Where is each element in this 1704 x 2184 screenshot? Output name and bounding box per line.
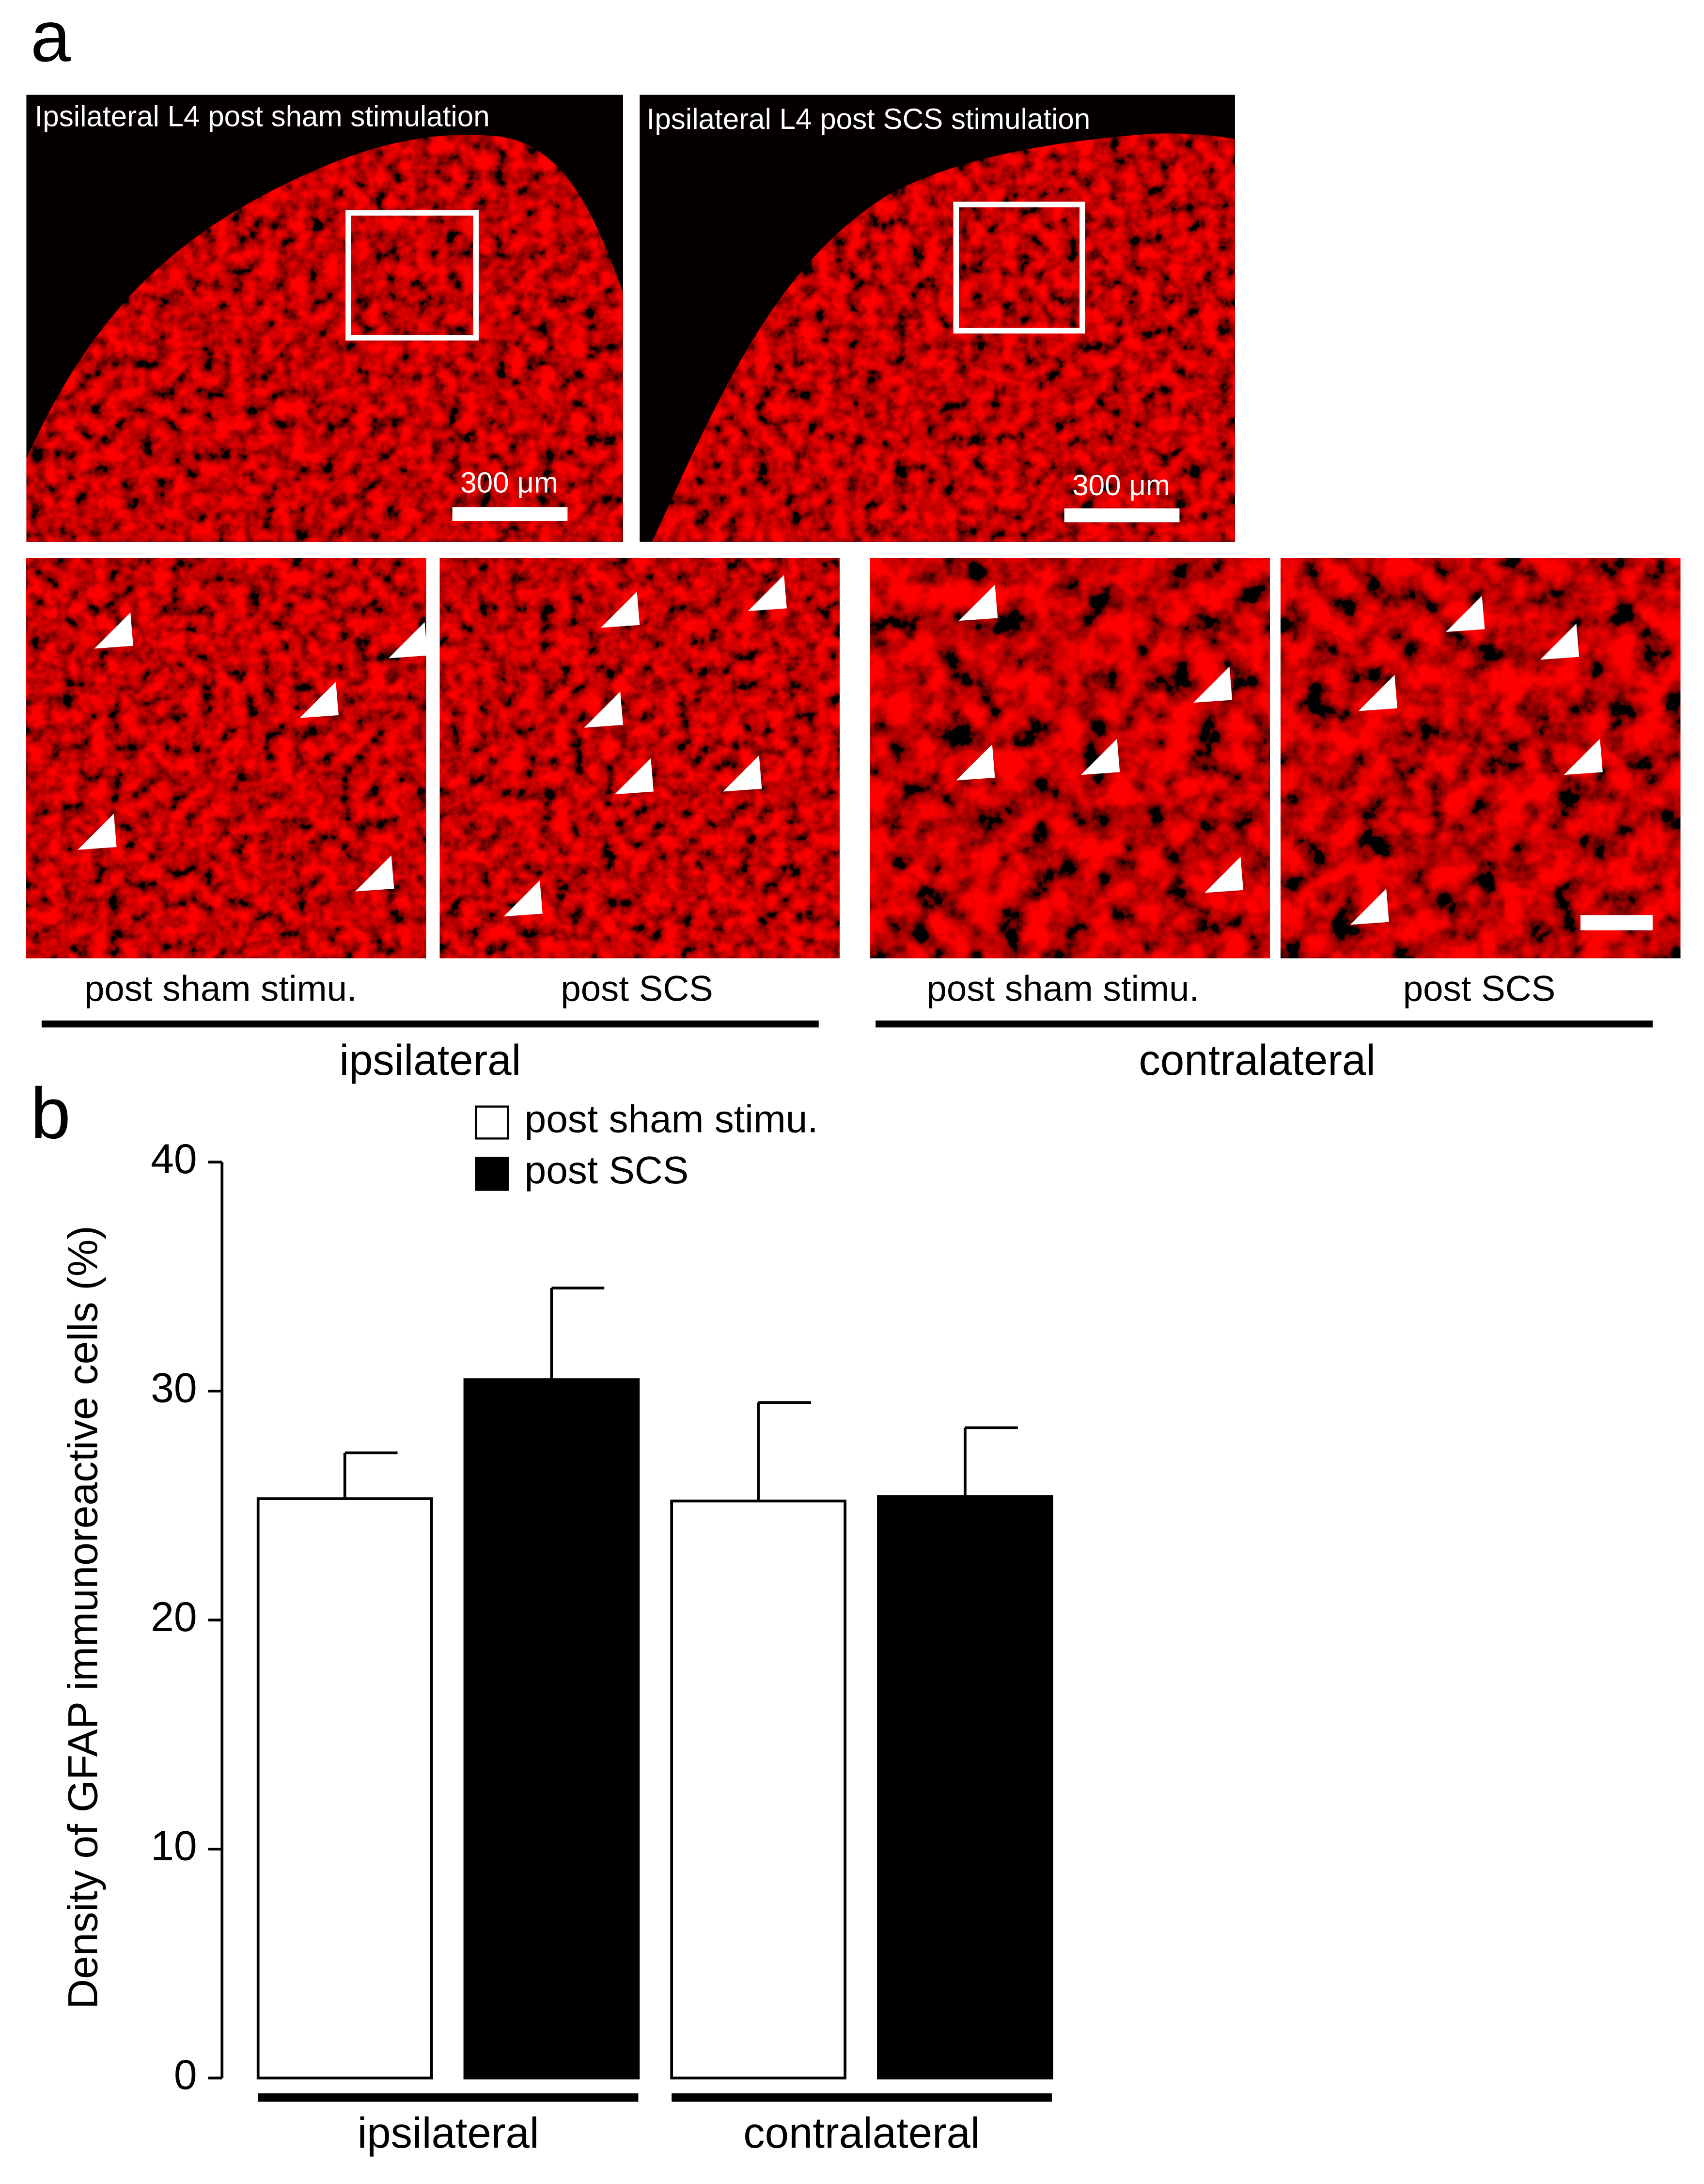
arrowhead (1193, 666, 1233, 703)
image-caption: Ipsilateral L4 post sham stimulation (35, 100, 490, 132)
arrowhead (1563, 738, 1603, 775)
panel-label: b (31, 1073, 71, 1154)
y-tick-label: 10 (151, 1823, 197, 1870)
micrograph-texture (870, 558, 1270, 958)
bar (877, 1495, 1053, 2080)
group-line (875, 1021, 1653, 1028)
micrograph-details (26, 558, 1681, 958)
arrowhead (299, 682, 339, 718)
scale-bar-label: 300 μm (1072, 469, 1170, 502)
group-line (258, 2093, 639, 2102)
arrowhead (1358, 675, 1398, 711)
image-caption: post sham stimu. (926, 969, 1199, 1009)
image-caption: post sham stimu. (84, 969, 357, 1009)
panel-label: a (31, 0, 71, 77)
arrowhead (1204, 857, 1244, 893)
group-label: contralateral (1139, 1036, 1376, 1084)
image-caption: Ipsilateral L4 post SCS stimulation (647, 103, 1091, 135)
y-axis-label: Density of GFAP immunoreactive cells (%) (60, 1226, 106, 2009)
arrowhead (503, 880, 543, 917)
y-tick-label: 40 (151, 1136, 197, 1182)
x-tick-label: contralateral (743, 2109, 980, 2157)
bar (670, 1499, 847, 2080)
y-tick-label: 20 (151, 1594, 197, 1640)
legend-swatch (475, 1105, 509, 1140)
arrowhead (614, 758, 654, 795)
y-tick-label: 30 (151, 1365, 197, 1411)
arrowhead (1540, 623, 1579, 660)
arrowhead (584, 691, 623, 728)
arrowhead (94, 612, 133, 649)
micrograph-overview (640, 94, 1235, 542)
y-tick-label: 0 (174, 2052, 197, 2098)
micrograph-texture (439, 558, 840, 958)
group-line (672, 2093, 1052, 2102)
arrowhead (355, 855, 394, 892)
bar-chart: 0 10 20 30 40 ipsilateral contralateral post sh… (151, 1097, 1053, 2157)
bar (463, 1378, 640, 2080)
group-line (41, 1021, 819, 1028)
image-caption: post SCS (1403, 969, 1556, 1009)
legend-label: post SCS (525, 1148, 689, 1192)
micrograph-texture (26, 558, 426, 958)
group-label: ipsilateral (339, 1036, 521, 1084)
arrowhead (748, 575, 787, 612)
scale-bar (1580, 915, 1653, 930)
arrowhead (956, 744, 995, 781)
x-tick-label: ipsilateral (358, 2109, 539, 2157)
legend-label: post sham stimu. (525, 1097, 818, 1140)
bar (256, 1497, 433, 2080)
scale-bar-label: 300 μm (460, 466, 558, 499)
legend-swatch (475, 1157, 509, 1191)
arrowhead (388, 622, 428, 659)
micrograph-overview (26, 94, 623, 542)
arrowhead (601, 592, 640, 628)
arrowhead (1350, 888, 1389, 925)
image-caption: post SCS (561, 969, 713, 1009)
arrowhead (1446, 596, 1485, 632)
arrowhead (1081, 738, 1120, 775)
arrowhead (959, 584, 998, 621)
arrowhead (723, 755, 762, 792)
arrowhead (78, 814, 117, 850)
